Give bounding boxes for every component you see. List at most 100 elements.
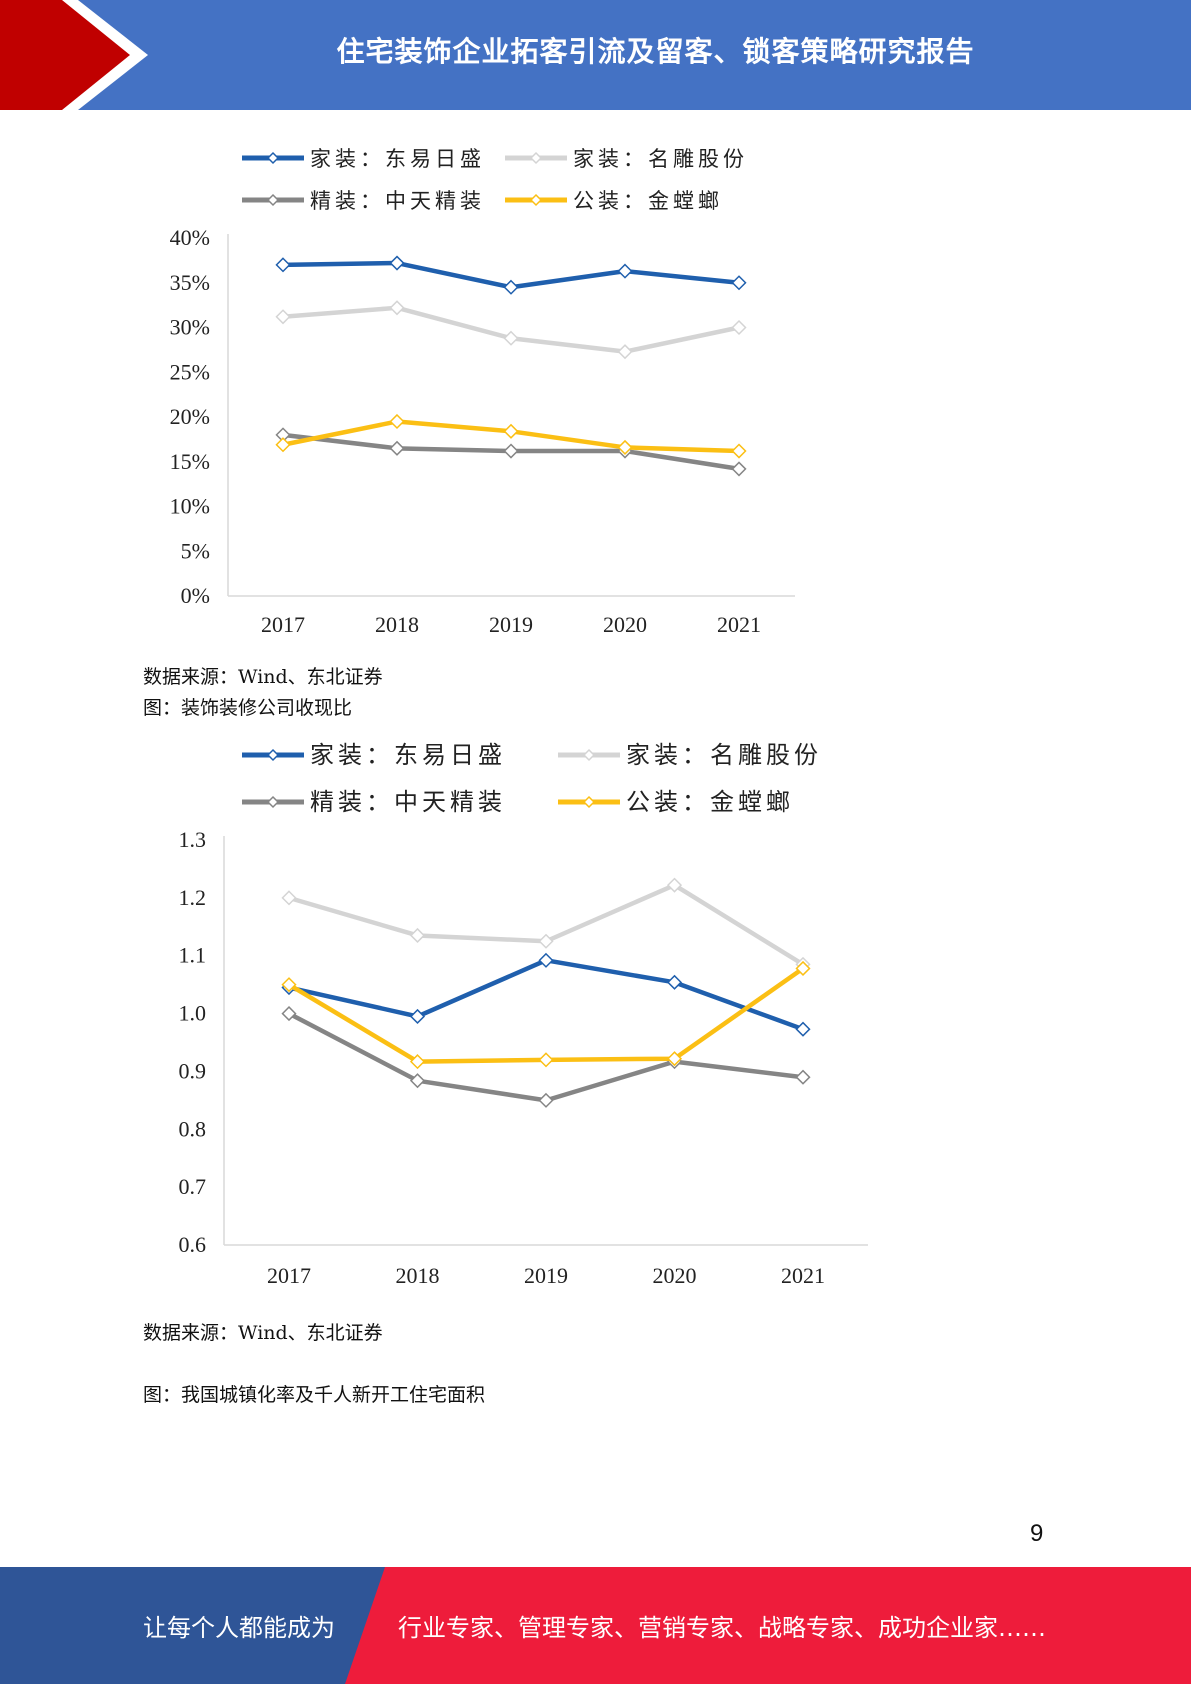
- chart-2-data-point: [409, 1073, 426, 1089]
- chart-1-y-tick-label: 15%: [170, 449, 210, 474]
- chart-2-x-tick-label: 2017: [267, 1263, 311, 1288]
- chart-1-data-point: [275, 309, 291, 325]
- chart-1-y-tick-label: 25%: [170, 359, 210, 384]
- header-arrow-decoration: [0, 0, 148, 110]
- chart-1-x-tick-label: 2020: [603, 612, 647, 637]
- chart-2-series-line: [287, 966, 805, 1064]
- chart-1-y-tick-label: 10%: [170, 494, 210, 519]
- chart-2-y-tick-label: 1.0: [179, 1001, 207, 1026]
- chart-1-y-tick-label: 35%: [170, 270, 210, 295]
- chart-1-data-point: [617, 344, 633, 360]
- chart-1-data-point: [389, 255, 405, 271]
- report-title: 住宅装饰企业拓客引流及留客、锁客策略研究报告: [336, 35, 975, 68]
- chart-1-legend-marker: [529, 193, 543, 207]
- footer-background: [0, 1567, 1191, 1684]
- chart-1-legend-item: 家装：名雕股份: [505, 147, 748, 171]
- chart-2-legend-label: 家装：名雕股份: [626, 741, 822, 769]
- chart-1-legend-label: 公装：金螳螂: [573, 189, 723, 213]
- chart-2-data-point: [281, 1006, 297, 1022]
- chart-2-series-line: [288, 958, 804, 1032]
- chart-2-y-tick-label: 0.9: [179, 1058, 207, 1083]
- chart-2-data-point: [538, 933, 554, 949]
- chart-2-legend-item: 精装：中天精装: [242, 788, 506, 816]
- chart-1-legend-label: 家装：东易日盛: [310, 147, 485, 171]
- chart-1-y-tick-label: 40%: [170, 225, 210, 250]
- chart-1-data-point: [503, 279, 519, 295]
- chart-1-y-tick-label: 20%: [170, 404, 210, 429]
- chart-2-data-point: [666, 974, 683, 990]
- chart-2-data-point: [538, 952, 554, 968]
- chart-1-legend-marker: [266, 151, 280, 165]
- chart-1-legend-item: 家装：东易日盛: [242, 147, 485, 171]
- chart-1-x-tick-label: 2017: [261, 612, 305, 637]
- chart-2-legend-item: 家装：东易日盛: [242, 741, 506, 769]
- chart-2-legend-marker: [266, 795, 280, 809]
- chart-1-legend-marker: [266, 193, 280, 207]
- chart-2-y-tick-label: 1.2: [179, 885, 207, 910]
- chart-1-legend-label: 家装：名雕股份: [573, 147, 748, 171]
- chart-2-legend-item: 家装：名雕股份: [558, 741, 822, 769]
- chart-2-data-point: [409, 1054, 426, 1070]
- chart-1-data-point: [617, 439, 633, 455]
- chart-2-data-point: [795, 960, 811, 977]
- chart-1-y-tick-label: 0%: [181, 583, 210, 608]
- chart-1-legend-item: 公装：金螳螂: [505, 189, 723, 213]
- chart-2-series-line: [288, 882, 805, 967]
- chart-2-legend-item: 公装：金螳螂: [558, 788, 794, 816]
- chart-2-legend-label: 精装：中天精装: [310, 788, 506, 816]
- chart-1-legend-item: 精装：中天精装: [242, 189, 485, 213]
- chart-2-data-point: [538, 1092, 554, 1108]
- chart-2-y-tick-label: 0.6: [179, 1232, 207, 1257]
- chart-1-legend-marker: [529, 151, 543, 165]
- chart-2-data-point: [281, 890, 297, 906]
- chart-1-data-point: [731, 319, 747, 336]
- chart-1-data-point: [389, 413, 405, 430]
- footer-slogan-right: 行业专家、管理专家、营销专家、战略专家、成功企业家……: [398, 1614, 1046, 1642]
- chart-2-legend-label: 公装：金螳螂: [626, 788, 794, 816]
- chart-2-data-point: [409, 1008, 426, 1025]
- chart-1-data-point: [731, 443, 747, 459]
- chart-2: 家装：东易日盛 家装：名雕股份 精装：中天精装 公装：金螳螂 0.6 0.7 0.8 0.9 1…: [140, 725, 880, 1300]
- chart-2-data-point: [795, 1021, 811, 1037]
- source-note-1: 数据来源：Wind、东北证券: [143, 666, 383, 688]
- chart-1-legend-label: 精装：中天精装: [310, 189, 485, 213]
- chart-1-data-point: [275, 257, 291, 273]
- footer-slogan-left: 让每个人都能成为: [143, 1614, 335, 1642]
- chart-1-data-point: [731, 461, 747, 477]
- chart-2-legend-marker: [582, 795, 596, 809]
- chart-2-x-tick-label: 2019: [524, 1263, 568, 1288]
- chart-2-data-point: [666, 877, 683, 893]
- chart-2-data-point: [281, 977, 297, 993]
- chart-1-x-tick-label: 2018: [375, 612, 419, 637]
- page-number: 9: [1030, 1520, 1044, 1547]
- footer-banner: 让每个人都能成为 行业专家、管理专家、营销专家、战略专家、成功企业家……: [0, 1567, 1191, 1684]
- chart-1-data-point: [617, 263, 633, 279]
- chart-2-data-point: [409, 927, 426, 944]
- chart-2-data-point: [795, 1069, 811, 1085]
- chart-2-x-tick-label: 2020: [653, 1263, 697, 1288]
- chart-1-data-point: [389, 300, 405, 316]
- chart-2-legend-marker: [266, 748, 280, 762]
- chart-2-data-point: [666, 1051, 683, 1067]
- chart-2-legend-label: 家装：东易日盛: [310, 741, 506, 769]
- figure-title-2: 图：装饰装修公司收现比: [143, 697, 353, 719]
- chart-1-y-tick-label: 5%: [181, 538, 210, 563]
- chart-2-y-tick-label: 0.8: [179, 1116, 207, 1141]
- figure-title-3: 图：我国城镇化率及千人新开工住宅面积: [143, 1384, 486, 1406]
- chart-1-data-point: [503, 443, 519, 459]
- chart-2-legend-marker: [582, 748, 596, 762]
- chart-1-data-point: [389, 440, 405, 456]
- chart-1: 家装：东易日盛 家装：名雕股份精装：中天精装 公装：金螳螂 0% 5% 10% 15% 20%…: [140, 130, 820, 640]
- chart-2-x-tick-label: 2021: [781, 1263, 825, 1288]
- chart-2-y-tick-label: 1.3: [179, 827, 207, 852]
- chart-1-data-point: [275, 437, 291, 453]
- chart-1-x-tick-label: 2019: [489, 612, 533, 637]
- chart-2-data-point: [538, 1052, 554, 1068]
- chart-1-data-point: [731, 275, 747, 291]
- chart-1-data-point: [503, 330, 519, 346]
- chart-1-data-point: [503, 423, 519, 439]
- chart-1-x-tick-label: 2021: [717, 612, 761, 637]
- chart-2-x-tick-label: 2018: [396, 1263, 440, 1288]
